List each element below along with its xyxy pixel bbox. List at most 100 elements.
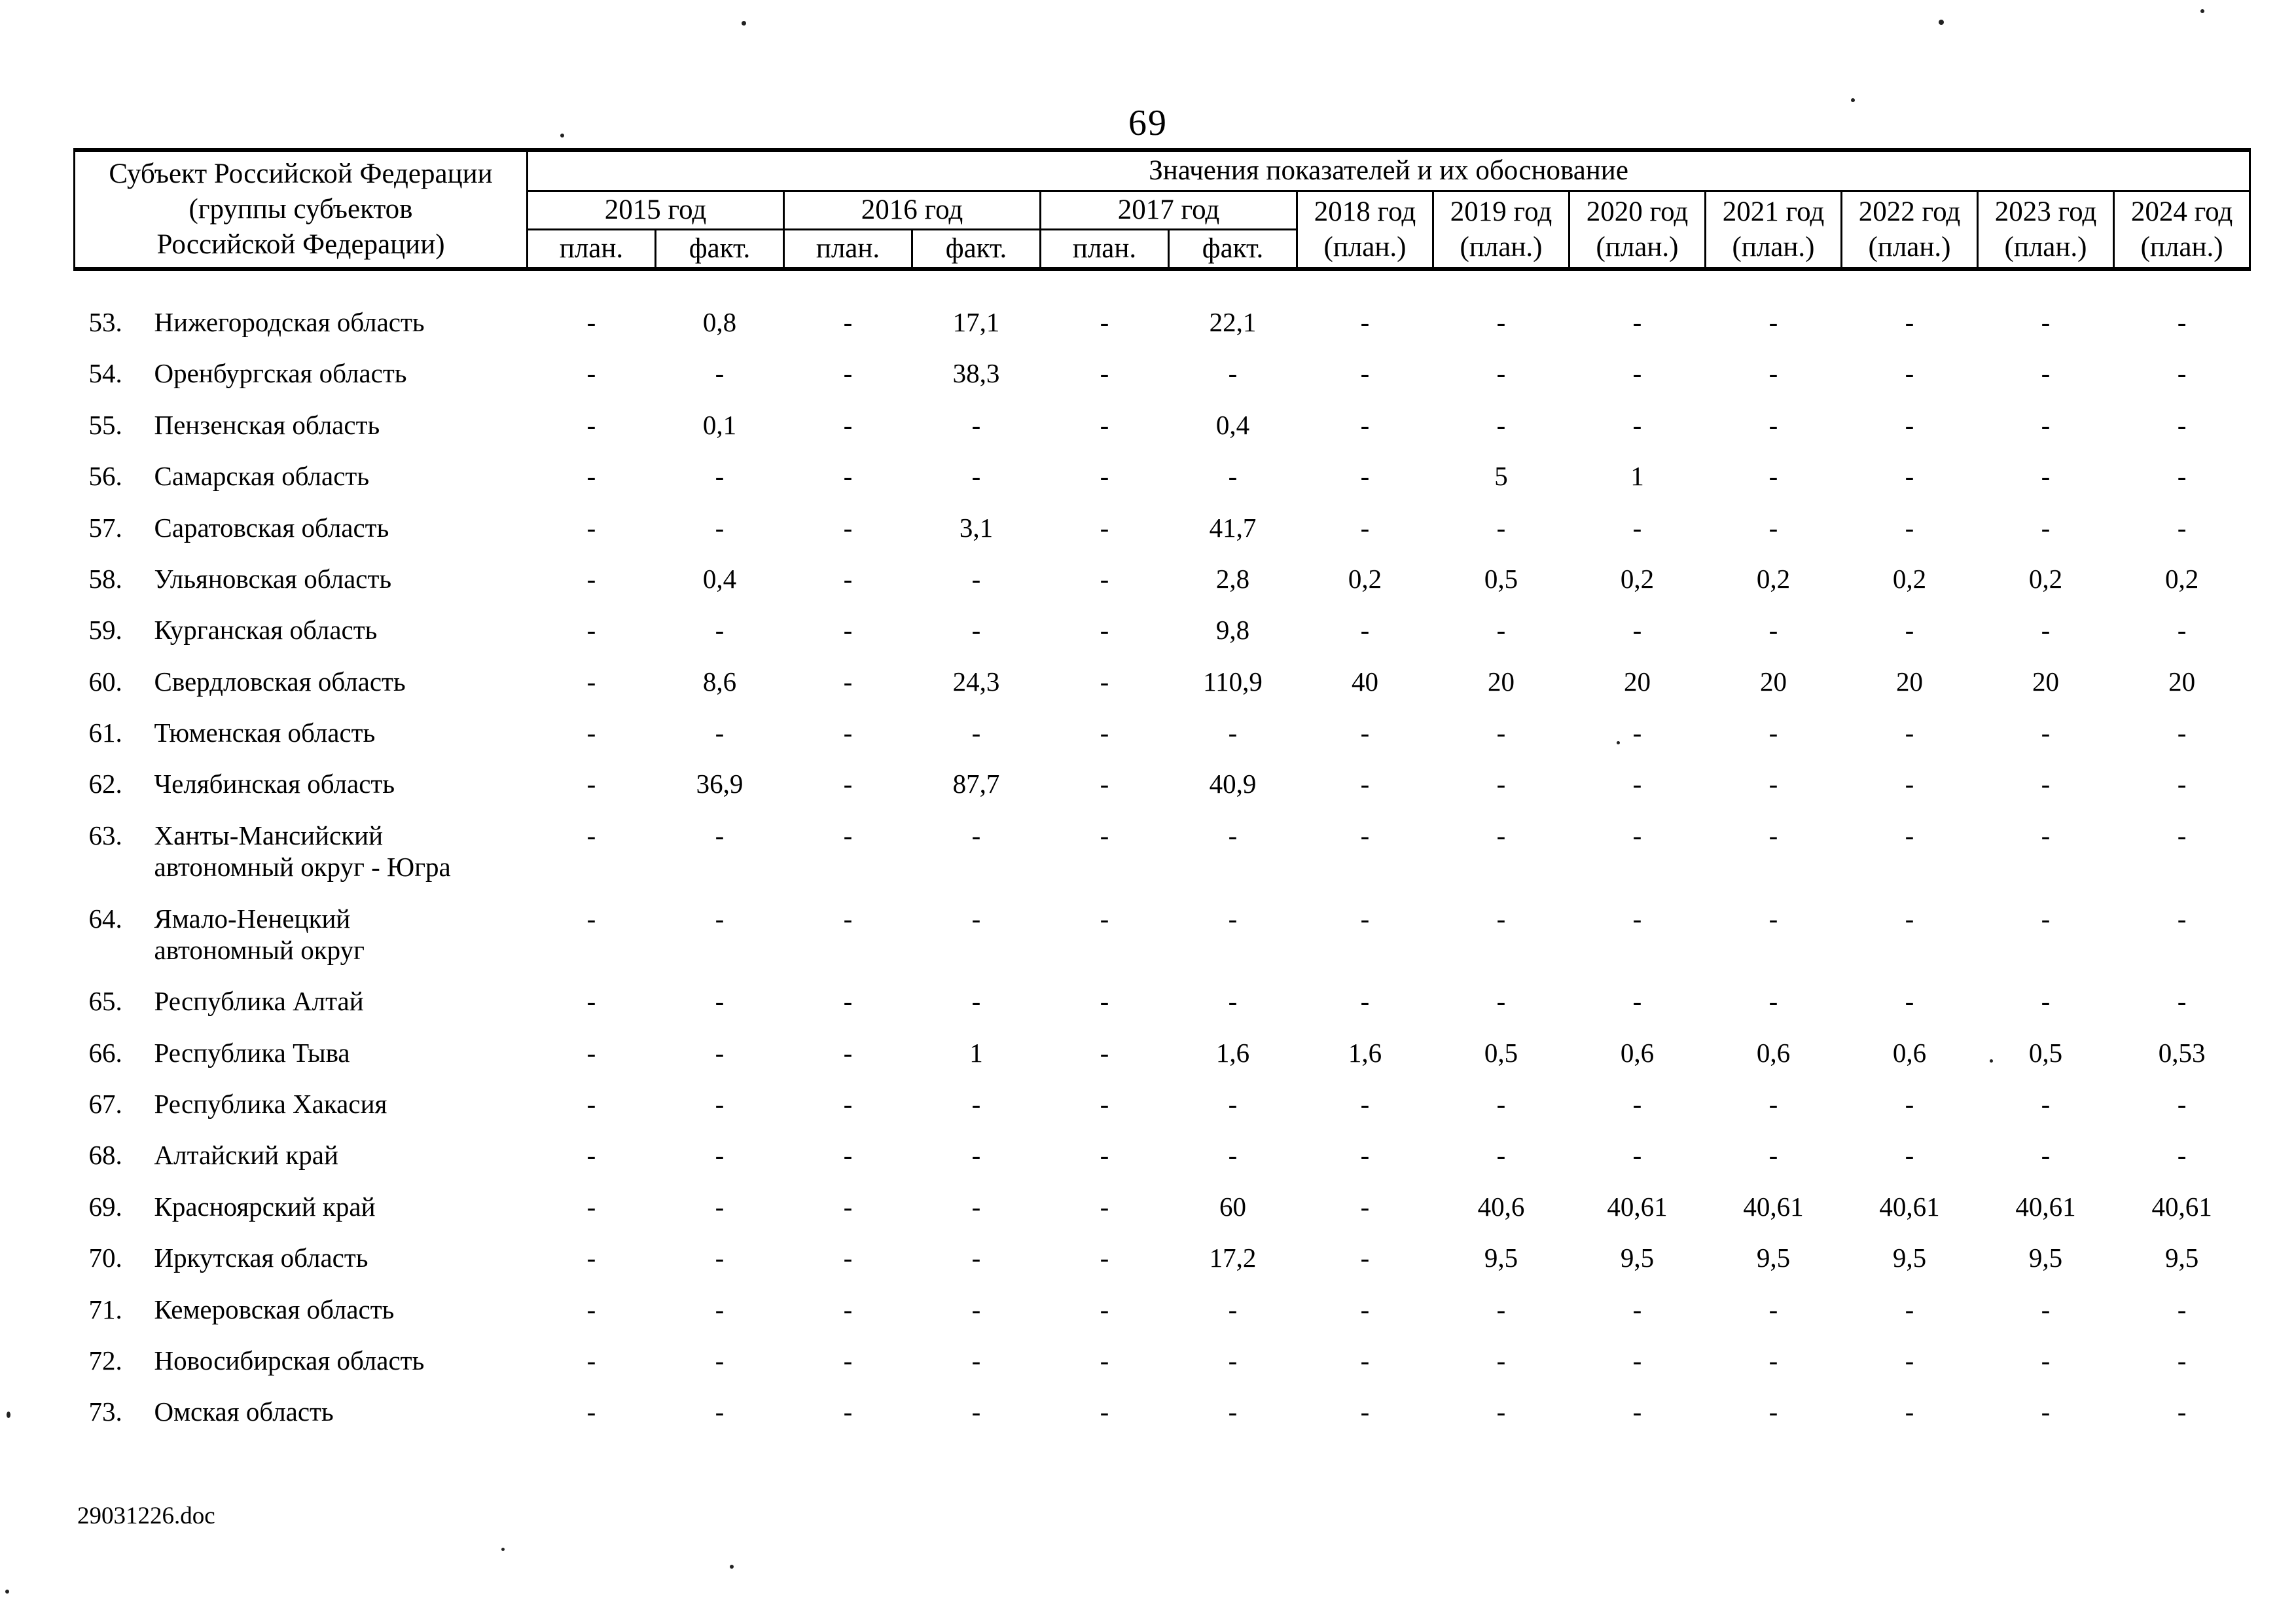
value-cell: - <box>1496 820 1506 850</box>
region-label: Красноярский край <box>154 1191 376 1222</box>
row-number: 66. <box>88 1037 122 1068</box>
value-cell: - <box>586 461 596 492</box>
region-cell: 57. Саратовская область <box>75 502 528 553</box>
region-cell: 70. Иркутская область <box>75 1232 528 1283</box>
value-cell: - <box>1100 563 1109 594</box>
value-cell: - <box>1768 820 1778 850</box>
table-row: 58. Ульяновская область - 0,4 - - - 2,8 0,2 0,5 0,… <box>75 553 2250 604</box>
region-label: Республика Хакасия <box>154 1089 387 1119</box>
table-row: 66. Республика Тыва - - - 1 - 1,6 1,6 0,5 0,6 0,6 0,… <box>75 1027 2250 1078</box>
value-cell: - <box>715 1396 725 1427</box>
value-cell: - <box>843 820 853 850</box>
value-cell: - <box>1905 1089 1914 1119</box>
value-cell: - <box>1360 1294 1370 1324</box>
region-cell: 72. Новосибирская область <box>75 1335 528 1386</box>
value-cell: - <box>1360 1243 1370 1273</box>
value-cell: 110,9 <box>1203 666 1263 697</box>
value-cell: 20 <box>1624 666 1651 697</box>
value-cell: - <box>971 903 981 934</box>
value-cell: - <box>2041 1396 2051 1427</box>
region-label: Республика Алтай <box>154 986 364 1017</box>
value-cell: - <box>971 820 981 850</box>
row-number: 73. <box>88 1396 122 1427</box>
table-row: 73. Омская область - - - - - - - - - - - - - <box>75 1386 2250 1437</box>
region-cell: 68. Алтайский край <box>75 1129 528 1180</box>
value-cell: - <box>586 666 596 697</box>
scan-speck <box>1990 1059 1993 1063</box>
value-cell: - <box>2041 409 2051 440</box>
value-cell: - <box>715 461 725 492</box>
row-number: 60. <box>88 666 122 697</box>
year-label: 2018 год <box>1314 196 1416 227</box>
value-cell: 38,3 <box>952 358 1000 389</box>
value-cell: - <box>586 718 596 748</box>
value-cell: - <box>843 1243 853 1273</box>
value-cell: - <box>1360 1089 1370 1119</box>
region-label: Челябинская область <box>154 769 395 799</box>
value-cell: - <box>715 615 725 646</box>
column-header-2024: 2024 год (план.) <box>2112 190 2251 271</box>
value-cell: - <box>586 903 596 934</box>
value-cell: - <box>843 1089 853 1119</box>
value-cell: - <box>1632 1345 1642 1376</box>
value-cell: - <box>1632 820 1642 850</box>
value-cell: - <box>586 307 596 337</box>
row-number: 62. <box>88 769 122 799</box>
scan-speck <box>742 21 746 26</box>
value-cell: 22,1 <box>1209 307 1257 337</box>
value-cell: - <box>2177 1345 2187 1376</box>
region-cell: 73. Омская область <box>75 1386 528 1437</box>
value-cell: - <box>1360 1140 1370 1171</box>
plan-label: (план.) <box>2140 231 2223 263</box>
region-cell: 61. Тюменская область <box>75 707 528 758</box>
region-cell: 58. Ульяновская область <box>75 553 528 604</box>
value-cell: - <box>715 1089 725 1119</box>
region-cell: 54. Оренбургская область <box>75 348 528 399</box>
table-row: 67. Республика Хакасия - - - - - - - - - - - - - <box>75 1078 2250 1129</box>
value-cell: 17,1 <box>952 307 1000 337</box>
value-cell: - <box>2041 1140 2051 1171</box>
row-number: 58. <box>88 563 122 594</box>
row-number: 53. <box>88 307 122 337</box>
value-cell: 0,6 <box>1620 1037 1655 1068</box>
value-cell: - <box>715 1140 725 1171</box>
value-cell: - <box>1768 1089 1778 1119</box>
value-cell: - <box>1905 769 1914 799</box>
value-cell: - <box>1496 903 1506 934</box>
row-number: 67. <box>88 1089 122 1119</box>
value-cell: 40,9 <box>1209 769 1257 799</box>
value-cell: - <box>1100 1191 1109 1222</box>
scan-speck <box>2200 9 2204 13</box>
region-label: Нижегородская область <box>154 307 425 337</box>
value-cell: - <box>2177 461 2187 492</box>
value-cell: - <box>1768 512 1778 543</box>
region-label: Республика Тыва <box>154 1037 350 1068</box>
value-cell: - <box>1496 718 1506 748</box>
value-cell: - <box>971 461 981 492</box>
value-cell: 1,6 <box>1348 1037 1382 1068</box>
table-row: 56. Самарская область - - - - - - - 5 1 - - - - <box>75 450 2250 501</box>
table-row: 62. Челябинская область - 36,9 - 87,7 - 40,9 - - -… <box>75 758 2250 809</box>
value-cell: - <box>2177 1089 2187 1119</box>
value-cell: - <box>586 1294 596 1324</box>
value-cell: 0,2 <box>1348 563 1382 594</box>
value-cell: - <box>843 903 853 934</box>
value-cell: - <box>715 358 725 389</box>
value-cell: - <box>2177 615 2187 646</box>
value-cell: - <box>1100 358 1109 389</box>
value-cell: - <box>1905 1140 1914 1171</box>
value-cell: - <box>971 1396 981 1427</box>
value-cell: - <box>1768 986 1778 1017</box>
region-cell: 66. Республика Тыва <box>75 1027 528 1078</box>
value-cell: 9,5 <box>1620 1243 1655 1273</box>
scan-speck <box>501 1548 505 1551</box>
value-cell: 1,6 <box>1215 1037 1250 1068</box>
value-cell: - <box>1100 1089 1109 1119</box>
table-row: 63. Ханты-Мансийский автономный округ - Ю… <box>75 810 2250 893</box>
column-header-2017: 2017 год <box>1039 190 1298 230</box>
value-cell: - <box>1360 615 1370 646</box>
value-cell: 5 <box>1494 461 1508 492</box>
year-label: 2023 год <box>1994 196 2097 227</box>
value-cell: - <box>1228 358 1238 389</box>
value-cell: 0,1 <box>702 409 737 440</box>
